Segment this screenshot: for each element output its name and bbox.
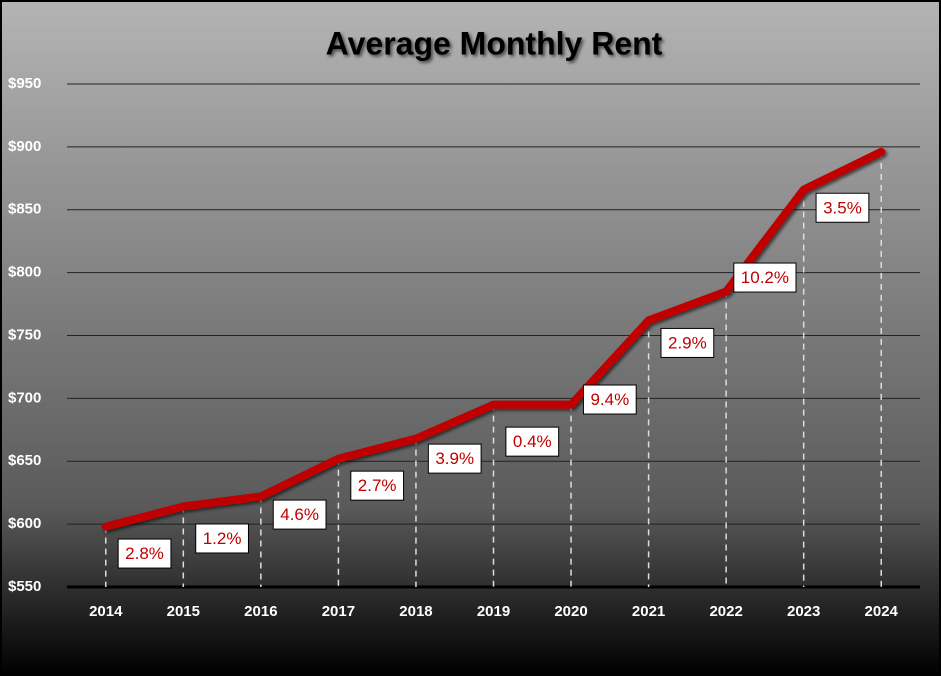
growth-label: 3.9% [435, 449, 474, 468]
x-tick-label: 2016 [244, 603, 277, 620]
growth-label: 10.2% [741, 268, 789, 287]
x-tick-label: 2014 [89, 603, 123, 620]
growth-label-box [505, 426, 560, 457]
growth-label-box [427, 443, 482, 474]
y-tick-label: $800 [8, 264, 41, 281]
x-tick-label: 2023 [787, 603, 820, 620]
y-tick-label: $950 [8, 75, 41, 92]
growth-label: 2.7% [358, 476, 397, 495]
growth-label-box [117, 538, 172, 569]
chart-title: Average Monthly Rent [326, 25, 663, 61]
growth-label-box [660, 327, 715, 358]
growth-label: 9.4% [590, 390, 629, 409]
growth-label-box [815, 192, 870, 223]
x-tick-label: 2020 [554, 603, 587, 620]
growth-label: 2.8% [125, 544, 164, 563]
x-tick-label: 2021 [632, 603, 665, 620]
growth-label-box [272, 499, 327, 530]
y-tick-label: $850 [8, 201, 41, 218]
y-tick-label: $700 [8, 389, 41, 406]
x-tick-label: 2018 [399, 603, 432, 620]
growth-label: 2.9% [668, 333, 707, 352]
x-tick-label: 2022 [709, 603, 742, 620]
growth-label: 3.5% [823, 198, 862, 217]
growth-label-box [733, 262, 797, 293]
x-tick-label: 2015 [167, 603, 200, 620]
growth-label-box [582, 384, 637, 415]
growth-label: 4.6% [280, 505, 319, 524]
growth-label-box [350, 470, 405, 501]
y-tick-label: $750 [8, 326, 41, 343]
growth-label: 0.4% [513, 432, 552, 451]
y-tick-label: $550 [8, 578, 41, 595]
y-tick-label: $900 [8, 138, 41, 155]
x-tick-label: 2019 [477, 603, 510, 620]
rent-line [101, 147, 886, 531]
x-tick-label: 2024 [865, 603, 899, 620]
x-tick-label: 2017 [322, 603, 355, 620]
y-tick-label: $650 [8, 452, 41, 469]
growth-label-box [195, 523, 249, 554]
growth-label: 1.2% [203, 529, 242, 548]
y-tick-label: $600 [8, 515, 41, 532]
